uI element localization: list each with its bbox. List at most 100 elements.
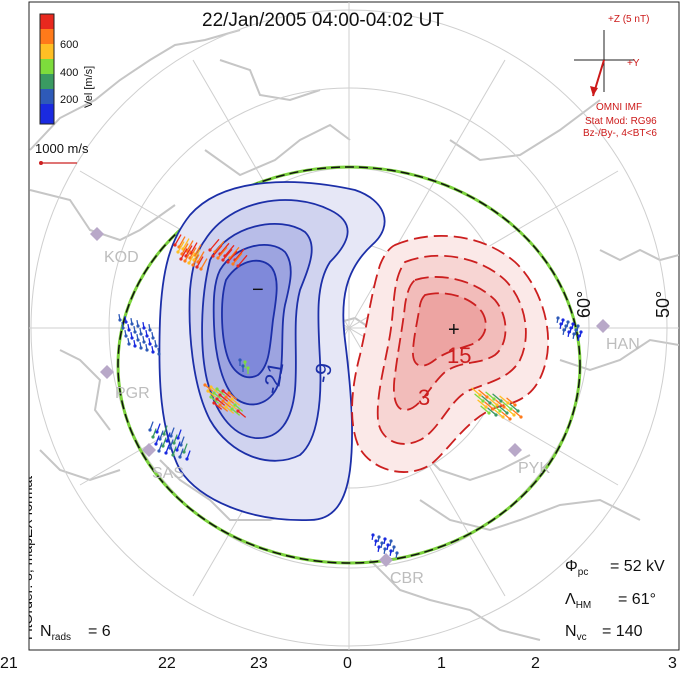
contour-label-inner: -21: [258, 360, 288, 396]
velocity-vector: [219, 394, 229, 402]
mlt-tick-22: 22: [158, 655, 176, 672]
velocity-vector-origin: [243, 360, 247, 364]
nrads-symbol: Nrads: [40, 623, 71, 643]
velocity-vector: [228, 392, 238, 400]
velocity-vector-origin: [574, 328, 578, 332]
velocity-vector: [180, 248, 188, 260]
velocity-vector: [193, 249, 201, 261]
velocity-vector: [495, 399, 505, 408]
mlt-tick-1: 1: [437, 655, 446, 672]
velocity-vector-origin: [505, 411, 509, 415]
contour-label-pos-inner: 15: [447, 343, 471, 368]
mlt-tick-2: 2: [531, 655, 540, 672]
velocity-vector-origin: [173, 243, 177, 247]
velocity-vector-origin: [212, 391, 216, 395]
velocity-vector: [216, 388, 226, 396]
nrads-value: = 6: [88, 623, 111, 640]
velocity-vector: [216, 398, 226, 406]
velocity-vector: [200, 258, 208, 270]
velocity-vector-origin: [502, 405, 506, 409]
station-label-sas: SAS: [152, 465, 184, 482]
velocity-vector-origin: [389, 539, 393, 543]
fit-order-note: FitOrder: 8, mapEX format: [19, 476, 35, 640]
velocity-vector-origin: [209, 385, 213, 389]
velocity-vector: [225, 396, 235, 404]
velocity-vector: [182, 238, 190, 250]
velocity-vector: [219, 242, 230, 255]
velocity-vector: [237, 254, 248, 267]
velocity-vector-origin: [169, 434, 173, 438]
velocity-vectors: [118, 234, 583, 559]
velocity-vector-origin: [199, 267, 203, 271]
velocity-vector: [231, 408, 241, 416]
velocity-vector-origin: [230, 397, 234, 401]
lambda-hm-symbol: ΛHM: [565, 591, 591, 611]
velocity-vector-origin: [218, 393, 222, 397]
mlt-axis: 21 22 23 0 1 2 3: [0, 655, 677, 672]
velocity-vector-origin: [145, 348, 149, 352]
velocity-vector-origin: [567, 330, 571, 334]
velocity-vector-origin: [121, 326, 125, 330]
velocity-vector-origin: [185, 457, 189, 461]
velocity-vector-origin: [162, 432, 166, 436]
velocity-vector-origin: [168, 446, 172, 450]
velocity-vector: [186, 240, 194, 252]
nvc-symbol: Nvc: [565, 623, 587, 643]
positive-potential-cell: + 15 3: [351, 235, 549, 473]
velocity-vector: [478, 389, 488, 398]
velocity-vector-origin: [487, 411, 491, 415]
mlt-tick-23: 23: [250, 655, 268, 672]
velocity-vector-origin: [377, 535, 381, 539]
velocity-vector: [491, 403, 501, 412]
station-label-cbr: CBR: [390, 570, 424, 587]
velocity-vector: [184, 250, 192, 262]
station-cbr: CBR: [379, 553, 424, 587]
velocity-vector: [477, 399, 487, 408]
velocity-vector-origin: [571, 322, 575, 326]
velocity-vector: [237, 410, 247, 418]
velocity-vector-origin: [371, 533, 375, 537]
vector-scale: 1000 m/s: [35, 141, 89, 165]
nvc-value: = 140: [602, 623, 643, 640]
velocity-vector-origin: [176, 436, 180, 440]
velocity-vector: [181, 243, 189, 255]
velocity-vector: [231, 398, 241, 406]
velocity-vector-origin: [226, 260, 230, 264]
velocity-vector-origin: [124, 334, 128, 338]
velocity-vector-origin: [383, 537, 387, 541]
velocity-vector-origin: [383, 547, 387, 551]
velocity-vector-origin: [154, 344, 158, 348]
velocity-vector-origin: [577, 334, 581, 338]
velocity-vector-origin: [227, 401, 231, 405]
velocity-vector-origin: [246, 366, 250, 370]
velocity-vector-origin: [133, 330, 137, 334]
negative-potential-cell: − -21 -9: [158, 181, 386, 521]
velocity-vector: [471, 387, 481, 396]
velocity-vector-origin: [165, 439, 169, 443]
velocity-vector: [214, 240, 225, 253]
velocity-vector: [234, 248, 245, 261]
velocity-vector-origin: [133, 344, 137, 348]
velocity-vector-origin: [145, 334, 149, 338]
velocity-vector: [227, 250, 238, 263]
velocity-vector: [222, 390, 232, 398]
velocity-vector-origin: [241, 364, 245, 368]
velocity-vector: [210, 396, 220, 404]
velocity-vector: [196, 256, 204, 268]
velocity-vector-origin: [516, 409, 520, 413]
mlt-tick-0: 0: [343, 655, 352, 672]
imf-z-axis-label: +Z (5 nT): [608, 14, 649, 25]
velocity-vector-origin: [491, 407, 495, 411]
velocity-vector-origin: [236, 409, 240, 413]
velocity-vector: [506, 397, 516, 406]
velocity-vector-origin: [139, 332, 143, 336]
preview-note: NOTE: FOR PREVIEW PURPOSES ONLY. PLEASE …: [5, 11, 21, 640]
velocity-vector-origin: [203, 383, 207, 387]
velocity-vector-origin: [221, 399, 225, 403]
velocity-vector-origin: [136, 324, 140, 328]
velocity-vector: [177, 241, 185, 253]
station-label-pyk: PYK: [518, 460, 550, 477]
velocity-vector: [210, 386, 220, 394]
velocity-vector: [484, 401, 494, 410]
